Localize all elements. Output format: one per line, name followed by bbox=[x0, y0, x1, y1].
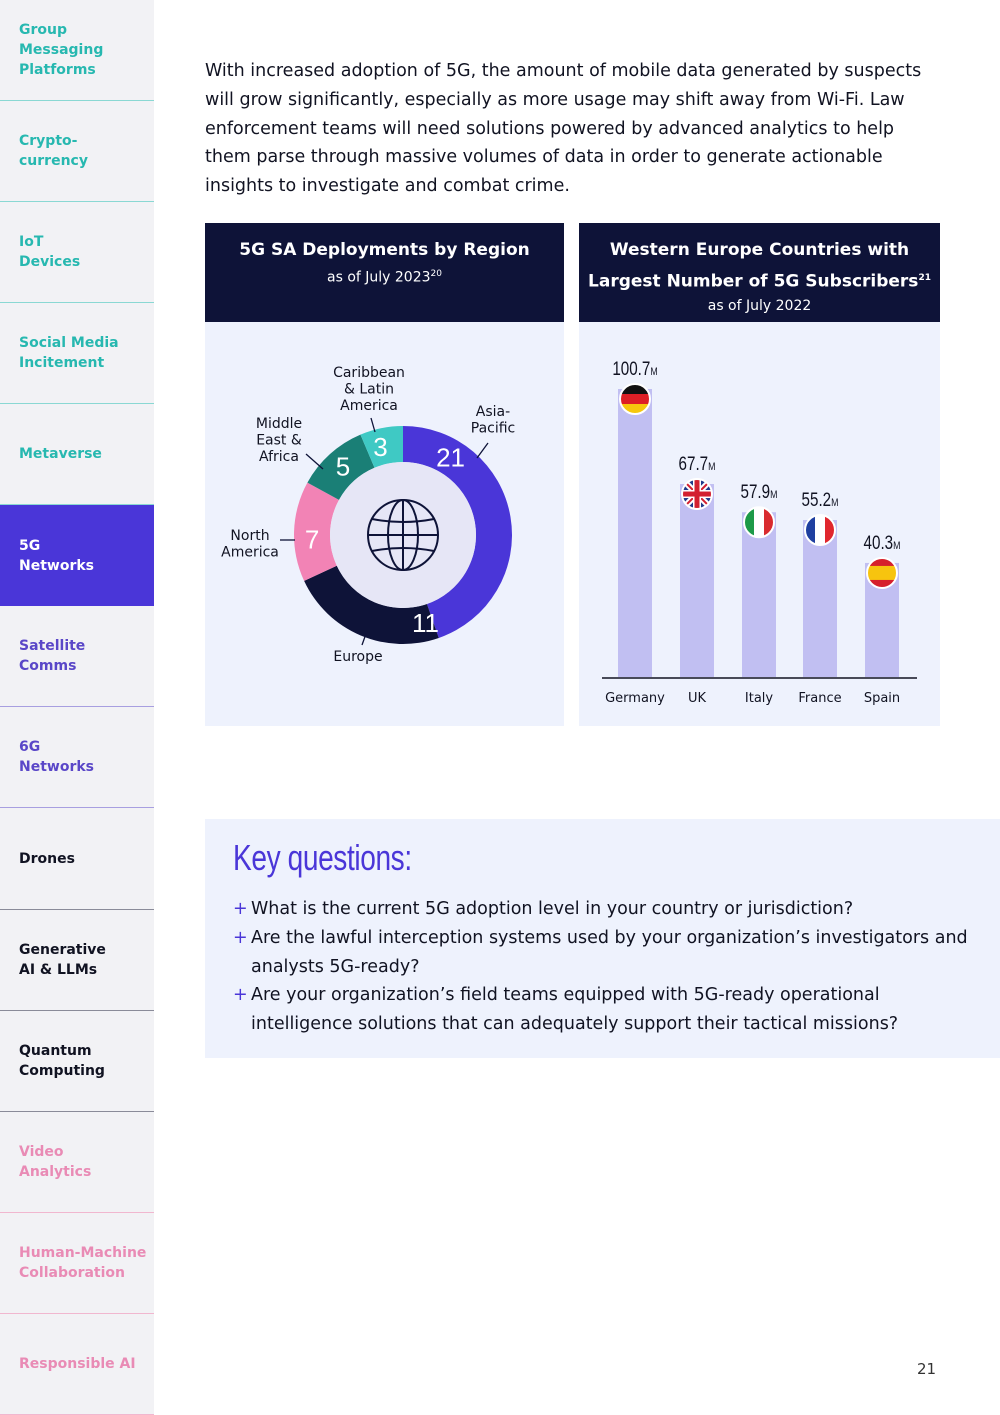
bar-chart-panel: 100.7M Germany 67.7M UK 57.9M Italy 55.2M Franc… bbox=[579, 322, 940, 726]
france-flag-icon bbox=[804, 514, 836, 547]
sidebar-item-video-analytics[interactable]: Video Analytics bbox=[0, 1112, 154, 1213]
donut-value-label: 3 bbox=[373, 432, 387, 462]
sidebar-item-quantum-computing[interactable]: Quantum Computing bbox=[0, 1011, 154, 1112]
bar-category-label: Germany bbox=[605, 691, 665, 706]
plus-icon: + bbox=[233, 927, 248, 948]
bar-chart-title-line1: Western Europe Countries with bbox=[609, 240, 910, 260]
germany-flag-icon bbox=[619, 383, 651, 415]
sidebar-item-label: Crypto- currency bbox=[19, 133, 88, 170]
donut-category-label: Europe bbox=[333, 649, 382, 665]
key-questions-title: Key questions: bbox=[233, 837, 412, 878]
sidebar-item-satellite-comms[interactable]: Satellite Comms bbox=[0, 606, 154, 708]
donut-value-label: 21 bbox=[436, 442, 465, 472]
sidebar-item-5g-networks[interactable]: 5G Networks bbox=[0, 505, 154, 607]
bar-value-label: 100.7M bbox=[612, 357, 657, 379]
key-question-item: + What is the current 5G adoption level i… bbox=[233, 895, 973, 924]
donut-slice bbox=[403, 426, 512, 638]
bar-germany bbox=[618, 389, 652, 677]
sidebar-item-iot-devices[interactable]: IoT Devices bbox=[0, 202, 154, 304]
bar-chart: 100.7M Germany 67.7M UK 57.9M Italy 55.2M Franc… bbox=[602, 357, 917, 706]
italy-flag-icon bbox=[743, 506, 775, 539]
sidebar-item-social-media-incitement[interactable]: Social Media Incitement bbox=[0, 303, 154, 405]
sidebar-item-crypto-currency[interactable]: Crypto- currency bbox=[0, 101, 154, 203]
sidebar-item-label: IoT Devices bbox=[19, 234, 81, 271]
sidebar-item-label: Human-Machine Collaboration bbox=[19, 1244, 147, 1281]
donut-slice bbox=[360, 426, 403, 468]
donut-value-label: 5 bbox=[336, 452, 350, 482]
sidebar-item-label: Responsible AI bbox=[19, 1355, 136, 1372]
key-question-item: + Are the lawful interception systems use… bbox=[233, 924, 973, 982]
bar-france bbox=[803, 520, 837, 677]
key-question-text: Are the lawful interception systems used… bbox=[251, 927, 968, 977]
page-number: 21 bbox=[917, 1360, 937, 1378]
donut-leader-line bbox=[370, 417, 376, 433]
sidebar-item-label: Drones bbox=[19, 850, 75, 867]
bar-value-label: 57.9M bbox=[741, 481, 778, 503]
bar-value-label: 67.7M bbox=[679, 452, 716, 474]
bar-chart-title-line2: Largest Number of 5G Subscribers21 bbox=[579, 264, 940, 296]
donut-leader-line bbox=[361, 630, 368, 646]
plus-icon: + bbox=[233, 985, 248, 1006]
sidebar-item-metaverse[interactable]: Metaverse bbox=[0, 404, 154, 506]
sidebar-item-label: 6G Networks bbox=[19, 739, 95, 776]
plus-icon: + bbox=[233, 899, 248, 919]
bar-uk bbox=[680, 484, 714, 677]
donut-value-label: 11 bbox=[412, 608, 439, 638]
bar-italy bbox=[742, 512, 776, 677]
bar-chart-subtitle: as of July 2022 bbox=[707, 297, 812, 314]
uk-flag-icon bbox=[681, 478, 713, 511]
sidebar-item-label: Metaverse bbox=[19, 446, 102, 463]
bar-chart-title-line2-text: Largest Number of 5G Subscribers bbox=[588, 271, 919, 292]
key-questions-box: Key questions: + What is the current 5G a… bbox=[205, 819, 1000, 1058]
donut-leader-line bbox=[476, 442, 489, 459]
sidebar-item-label: Satellite Comms bbox=[19, 638, 86, 675]
intro-paragraph: With increased adoption of 5G, the amoun… bbox=[205, 61, 922, 197]
donut-chart-title: 5G SA Deployments by Region bbox=[239, 240, 530, 260]
bar-category-label: France bbox=[798, 691, 841, 706]
globe-icon bbox=[367, 499, 439, 571]
sidebar-item-label: Video Analytics bbox=[19, 1143, 92, 1180]
section-sidebar: Group Messaging Platforms Crypto- currenc… bbox=[0, 0, 154, 1415]
sidebar-item-label: Generative AI & LLMs bbox=[19, 941, 106, 978]
sidebar-item-label: Quantum Computing bbox=[19, 1042, 105, 1079]
sidebar-item-human-machine-collaboration[interactable]: Human-Machine Collaboration bbox=[0, 1213, 154, 1314]
donut-category-label: Caribbean & Latin America bbox=[333, 365, 405, 414]
donut-leader-line bbox=[305, 453, 324, 470]
bar-chart-header: Western Europe Countries with Largest Nu… bbox=[579, 223, 940, 322]
donut-slice bbox=[307, 434, 375, 500]
donut-chart: 21 11 7 53 Asia-Pacific Europe North America Mid… bbox=[221, 365, 516, 665]
sidebar-item-drones[interactable]: Drones bbox=[0, 809, 154, 910]
spain-flag-icon bbox=[866, 556, 898, 589]
bar-category-label: UK bbox=[688, 691, 707, 706]
donut-category-label: North America bbox=[221, 528, 279, 561]
sidebar-item-6g-networks[interactable]: 6G Networks bbox=[0, 707, 154, 809]
key-question-text: Are your organization’s field teams equi… bbox=[251, 985, 899, 1035]
bar-footnote: 21 bbox=[918, 273, 931, 283]
sidebar-item-label: Social Media Incitement bbox=[19, 335, 119, 372]
key-questions-list: + What is the current 5G adoption level i… bbox=[233, 895, 973, 1039]
bar-category-label: Spain bbox=[864, 691, 900, 706]
key-question-item: + Are your organization’s field teams equ… bbox=[233, 981, 973, 1039]
donut-category-label: Asia-Pacific bbox=[471, 404, 516, 437]
bar-value-label: 40.3M bbox=[864, 531, 901, 553]
donut-slice bbox=[304, 565, 439, 644]
bar-category-label: Italy bbox=[745, 691, 774, 706]
sidebar-item-group-messaging-platforms[interactable]: Group Messaging Platforms bbox=[0, 0, 154, 101]
donut-chart-subtitle-text: as of July 2023 bbox=[327, 269, 431, 286]
donut-category-label: Middle East & Africa bbox=[256, 416, 302, 465]
bar-value-label: 55.2M bbox=[802, 488, 839, 510]
donut-value-label: 7 bbox=[305, 525, 319, 555]
sidebar-item-generative-ai-llms[interactable]: Generative AI & LLMs bbox=[0, 910, 154, 1011]
donut-chart-panel: 21 11 7 5 3 Asia-Pacific Europe North America Mid… bbox=[205, 322, 564, 726]
sidebar-item-responsible-ai[interactable]: Responsible AI bbox=[0, 1314, 154, 1415]
donut-chart-header: 5G SA Deployments by Region as of July 2… bbox=[205, 223, 564, 322]
donut-slice bbox=[294, 482, 339, 581]
key-question-text: What is the current 5G adoption level in… bbox=[251, 899, 854, 919]
sidebar-item-label: 5G Networks bbox=[19, 537, 95, 574]
donut-chart-subtitle: as of July 202320 bbox=[205, 264, 564, 288]
sidebar-item-label: Group Messaging Platforms bbox=[19, 22, 104, 78]
donut-footnote: 20 bbox=[430, 269, 442, 279]
